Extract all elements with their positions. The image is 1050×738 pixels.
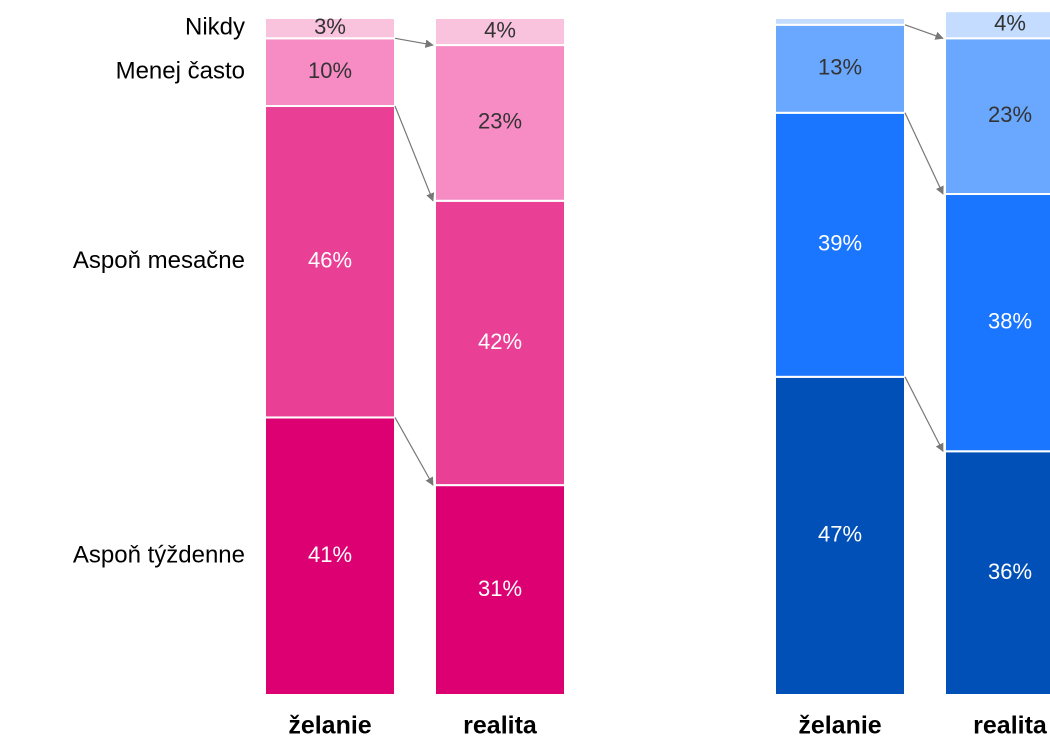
x-tick-label: realita [463, 712, 538, 738]
x-tick-label: želanie [798, 712, 881, 738]
data-label: 46% [308, 248, 352, 273]
data-label: 31% [478, 576, 522, 601]
bar-segment [774, 375, 906, 696]
bar-segment [264, 416, 396, 696]
legend-label: Nikdy [185, 13, 245, 40]
connector-arrow [394, 37, 434, 48]
bar-segment [434, 17, 566, 47]
data-label: 38% [988, 308, 1032, 333]
bar-segment [434, 484, 566, 696]
x-tick-label: želanie [288, 712, 371, 738]
connector-arrow [904, 376, 944, 453]
data-label: 41% [308, 542, 352, 567]
data-label: 4% [484, 17, 516, 42]
bar-segment [264, 105, 396, 419]
data-label: 36% [988, 559, 1032, 584]
connector-arrow [904, 112, 944, 195]
bar-segment [434, 44, 566, 202]
data-label: 3% [314, 14, 346, 39]
data-label: 4% [994, 11, 1026, 36]
data-label: 13% [818, 55, 862, 80]
data-label: 39% [818, 231, 862, 256]
bar-segment [944, 10, 1050, 40]
connector-arrow [394, 105, 435, 202]
bar-segment [774, 17, 906, 26]
connector-arrow [394, 417, 434, 486]
bar-segment [944, 450, 1050, 696]
data-label: 47% [818, 522, 862, 547]
legend-label: Aspoň mesačne [73, 247, 245, 274]
bar-segment [944, 193, 1050, 453]
bar-segment [264, 17, 396, 40]
legend-label: Aspoň týždenne [73, 542, 245, 569]
data-label: 10% [308, 58, 352, 83]
connector-arrow [904, 24, 944, 40]
bar-segment [774, 111, 906, 378]
bar-segment [944, 37, 1050, 196]
data-label: 23% [478, 109, 522, 134]
data-label: 23% [988, 102, 1032, 127]
legend-label: Menej často [116, 58, 245, 85]
bar-segment [434, 199, 566, 487]
x-tick-label: realita [973, 712, 1048, 738]
data-label: 42% [478, 329, 522, 354]
